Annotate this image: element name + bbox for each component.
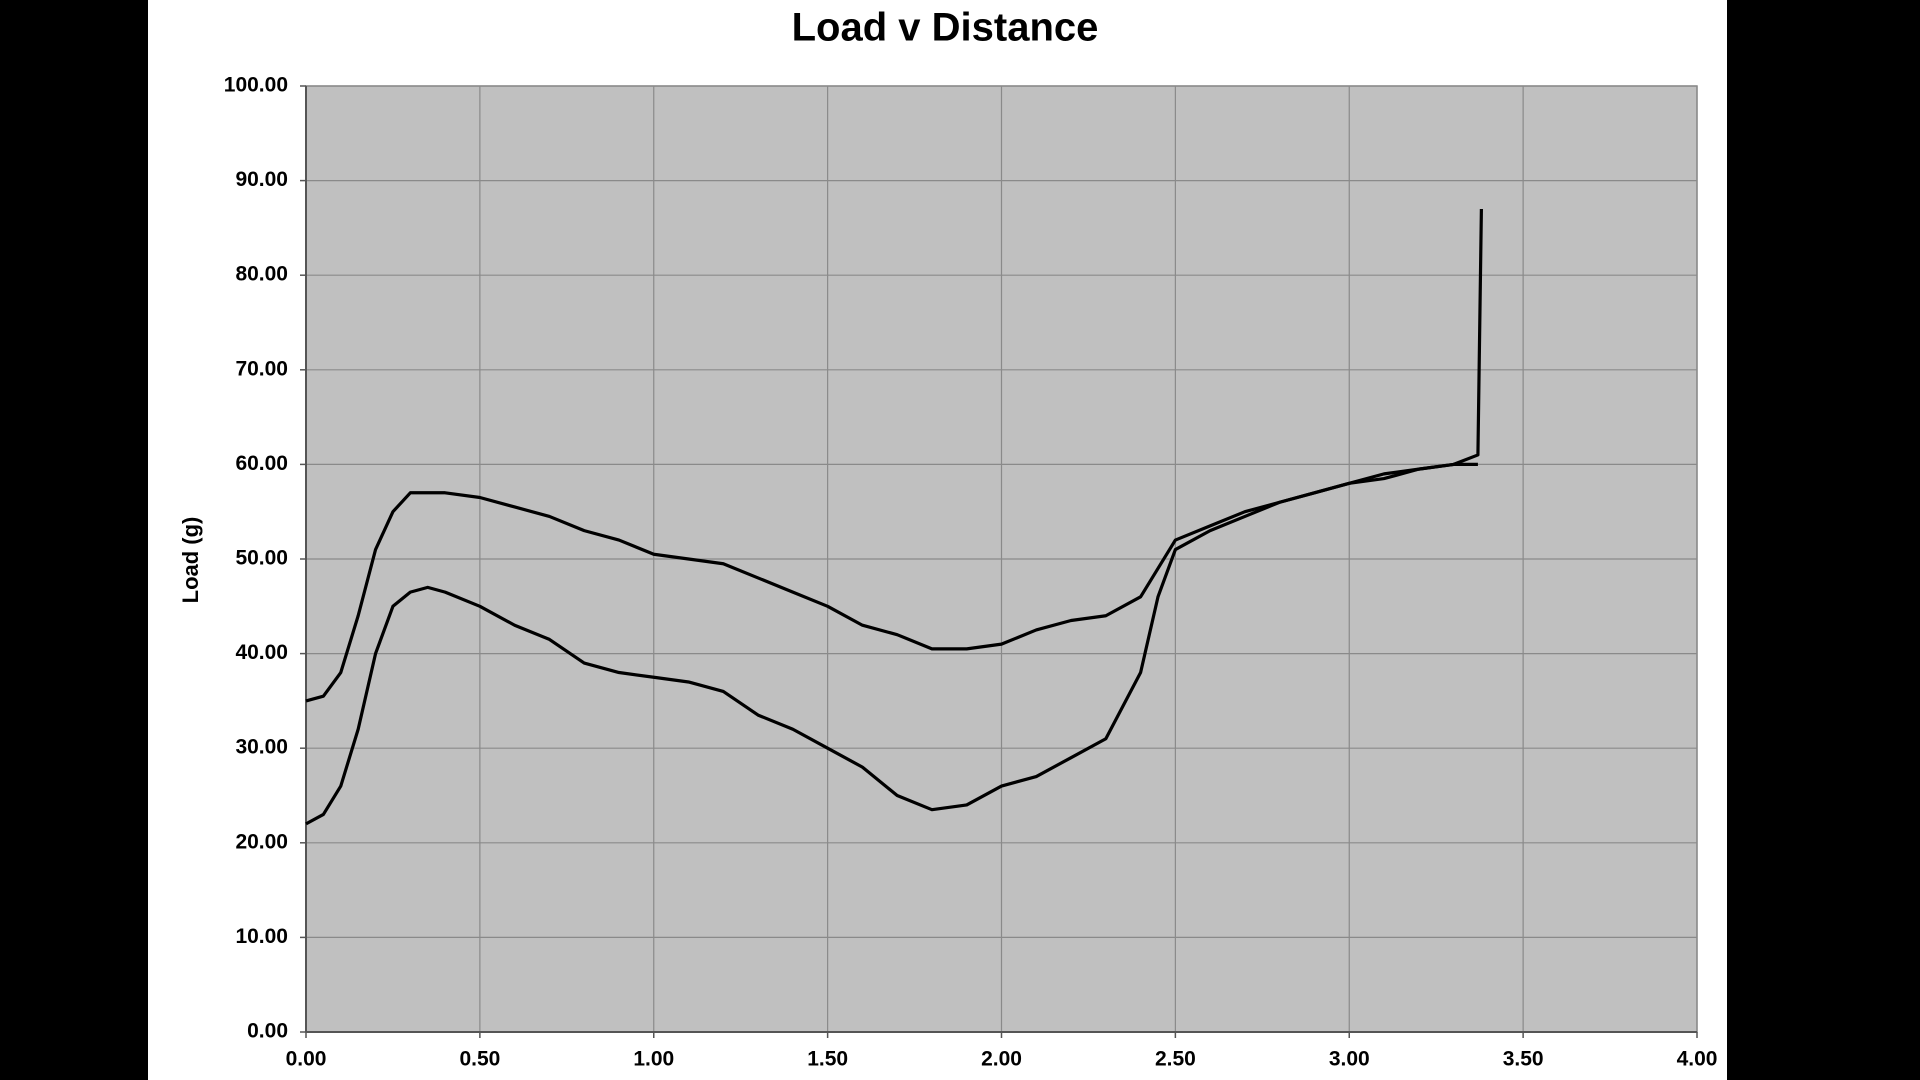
data-line (305, 462, 1478, 703)
x-tick-label: 0.50 (459, 1048, 500, 1071)
y-tick-label: 10.00 (235, 925, 288, 948)
x-tick-label: 1.00 (633, 1048, 674, 1071)
y-tick-label: 100.00 (224, 74, 288, 97)
y-tick-label: 90.00 (235, 168, 288, 191)
y-tick-label: 0.00 (247, 1020, 288, 1043)
x-tick-label: 1.50 (807, 1048, 848, 1071)
x-tick-label: 0.00 (286, 1048, 327, 1071)
x-tick-label: 2.00 (981, 1048, 1022, 1071)
y-tick-label: 70.00 (235, 357, 288, 380)
x-tick-label: 4.00 (1677, 1048, 1718, 1071)
y-tick-label: 30.00 (235, 736, 288, 759)
x-tick-label: 2.50 (1155, 1048, 1196, 1071)
data-line (305, 208, 1483, 826)
y-axis-label: Load (g) (178, 517, 203, 604)
x-tick-label: 3.50 (1503, 1048, 1544, 1071)
y-tick-label: 40.00 (235, 641, 288, 664)
y-tick-label: 60.00 (235, 452, 288, 475)
y-tick-label: 50.00 (235, 547, 288, 570)
chart-title: Load v Distance (792, 6, 1099, 50)
y-tick-label: 20.00 (235, 830, 288, 853)
y-tick-label: 80.00 (235, 263, 288, 286)
x-tick-label: 3.00 (1329, 1048, 1370, 1071)
